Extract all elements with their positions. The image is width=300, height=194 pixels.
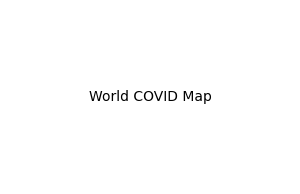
Text: World COVID Map: World COVID Map <box>88 90 212 104</box>
